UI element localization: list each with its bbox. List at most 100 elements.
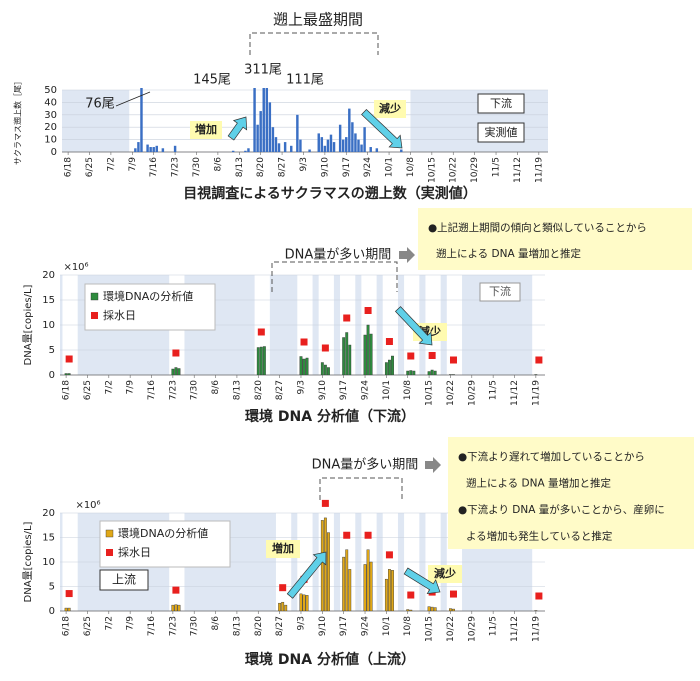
x-tick-label: 10/1 — [382, 616, 392, 636]
x-tick-label: 8/20 — [254, 380, 264, 400]
legend-box — [99, 520, 231, 568]
bar — [348, 108, 351, 152]
bar — [360, 144, 363, 152]
sampling-marker — [172, 586, 180, 594]
bar — [174, 604, 178, 611]
x-tick-label: 10/29 — [467, 380, 477, 406]
y-multiplier: ×10⁶ — [75, 500, 100, 511]
bar — [259, 111, 262, 152]
bar — [256, 124, 259, 152]
bar — [327, 367, 330, 375]
x-tick-label: 7/30 — [190, 380, 200, 400]
y-tick-label: 10 — [42, 557, 55, 568]
annotation: 上流 — [112, 573, 136, 587]
bar — [406, 609, 410, 611]
annotation: 下流 — [489, 284, 511, 298]
bar — [174, 367, 178, 375]
bracket — [271, 261, 398, 292]
sampling-marker — [257, 328, 265, 336]
sampling-marker — [172, 349, 180, 357]
bar — [342, 556, 346, 611]
x-tick-label: 7/23 — [168, 616, 178, 636]
x-tick-label: 10/15 — [425, 380, 435, 406]
bar — [449, 608, 452, 611]
bar — [338, 124, 342, 152]
legend-swatch — [91, 312, 98, 319]
legend-label: 採水日 — [103, 308, 136, 322]
y-tick-label: 15 — [42, 533, 55, 544]
y-tick-label: 10 — [44, 135, 57, 146]
annotation: 増加 — [272, 541, 294, 555]
label-box — [374, 100, 406, 118]
value-label: 145尾 — [193, 73, 231, 88]
bar — [433, 607, 437, 611]
sampling-marker — [300, 338, 308, 346]
bracket — [249, 32, 379, 55]
bar — [409, 370, 413, 375]
arrow — [286, 551, 327, 599]
legend-label: 採水日 — [118, 545, 151, 559]
x-tick-label: 9/3 — [299, 157, 309, 171]
bar — [137, 142, 140, 152]
bar — [366, 324, 370, 375]
bar — [161, 148, 165, 152]
x-tick-label: 8/13 — [235, 157, 245, 177]
legend-label: 環境DNAの分析値 — [103, 289, 193, 303]
bar — [277, 143, 281, 152]
x-tick-label: 7/23 — [171, 157, 181, 177]
x-tick-label: 7/2 — [104, 616, 114, 630]
bar — [231, 150, 235, 152]
label-box — [477, 122, 525, 143]
bar — [342, 337, 346, 375]
bar — [341, 139, 345, 152]
bar — [173, 145, 177, 152]
annotation: 減少 — [434, 566, 456, 580]
sampling-marker — [385, 551, 393, 559]
value-label: 311尾 — [244, 63, 282, 78]
x-tick-label: 9/17 — [339, 616, 349, 636]
x-tick-label: 11/19 — [531, 616, 541, 642]
label-box — [477, 93, 525, 114]
x-tick-label: 7/9 — [126, 616, 136, 631]
note-line: ●下流より DNA 量が多いことから、産卵に — [458, 503, 665, 516]
x-tick-label: 8/6 — [213, 157, 223, 172]
y-tick-label: 15 — [42, 295, 55, 306]
bar — [452, 374, 455, 375]
bar — [327, 532, 330, 611]
note-line: よる増加も発生していると推定 — [466, 530, 613, 543]
bar — [171, 604, 175, 611]
leader — [115, 91, 151, 107]
annotation: 下流 — [490, 96, 512, 110]
bar — [253, 88, 256, 152]
x-tick-label: 11/12 — [510, 380, 520, 406]
bar — [384, 362, 388, 375]
x-tick-label: 10/29 — [470, 157, 480, 183]
bar — [433, 370, 437, 375]
annotation: DNA量が多い期間 — [285, 247, 392, 263]
x-tick-label: 6/18 — [62, 380, 72, 400]
sampling-marker — [279, 584, 287, 592]
arrow — [227, 116, 248, 141]
label-box — [479, 282, 521, 302]
bar — [388, 359, 391, 375]
x-tick-label: 10/1 — [385, 157, 395, 177]
label-box — [266, 540, 300, 558]
bars — [134, 88, 403, 152]
bar — [265, 88, 269, 152]
legend-box — [84, 283, 216, 331]
x-tick-label: 6/18 — [64, 157, 74, 177]
x-tick-label: 10/1 — [382, 380, 392, 400]
x-tick-label: 8/20 — [256, 157, 266, 177]
x-tick-label: 6/25 — [83, 380, 93, 400]
x-tick-label: 9/3 — [296, 616, 306, 630]
x-tick-label: 9/24 — [363, 157, 373, 177]
x-tick-label: 9/17 — [342, 157, 352, 177]
x-tick-label: 6/25 — [85, 157, 95, 177]
note-line: 遡上による DNA 量増加と推定 — [466, 477, 611, 490]
x-tick-label: 9/17 — [339, 380, 349, 400]
sampling-marker — [535, 356, 543, 364]
bar — [140, 88, 143, 152]
x-tick-label: 7/9 — [126, 380, 136, 395]
annotation: 減少 — [379, 101, 401, 115]
arrow — [403, 567, 441, 594]
